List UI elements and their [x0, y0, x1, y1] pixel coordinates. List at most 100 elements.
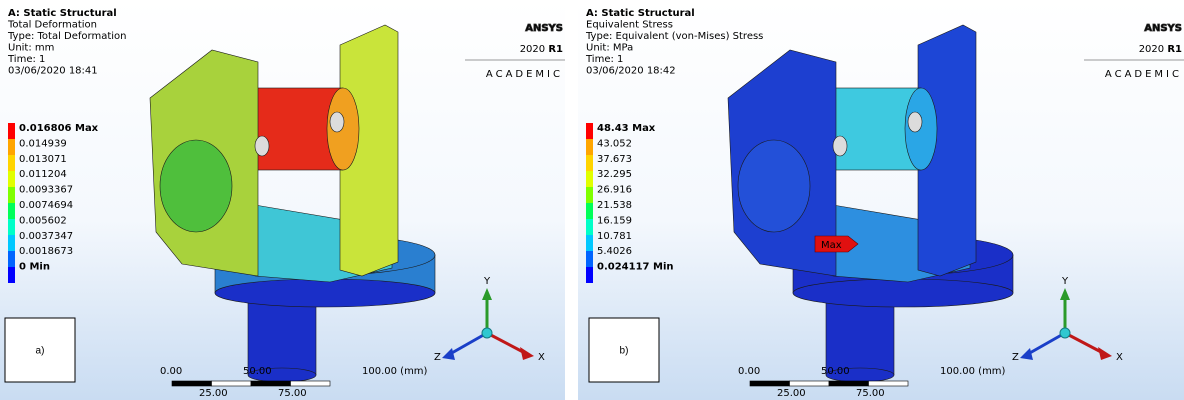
legend-label: 0 Min — [19, 262, 50, 273]
legend-label: 10.781 — [597, 231, 632, 242]
pin-hole — [330, 112, 344, 132]
triad-z-label: Z — [434, 352, 441, 363]
panel-label: b) — [620, 346, 629, 357]
left-boss — [160, 140, 232, 232]
legend-swatch — [586, 219, 593, 235]
scale-label: 0.00 — [160, 366, 182, 377]
header-line: Time: 1 — [585, 54, 623, 65]
legend-label: 0.0074694 — [19, 200, 73, 211]
scale-segment — [869, 381, 909, 386]
legend-label: 48.43 Max — [597, 123, 656, 134]
pin-hole — [908, 112, 922, 132]
scale-label: 0.00 — [738, 366, 760, 377]
legend-label: 5.4026 — [597, 246, 632, 257]
base-bottom — [215, 279, 435, 307]
header-line: Total Deformation — [7, 20, 97, 31]
scale-label: 25.00 — [199, 388, 228, 399]
triad-x-label: X — [538, 352, 545, 363]
legend-label: 21.538 — [597, 200, 632, 211]
scale-segment — [790, 381, 830, 386]
legend-swatch — [8, 187, 15, 203]
scale-segment — [172, 381, 212, 386]
legend-label: 0.0037347 — [19, 231, 73, 242]
legend-label: 32.295 — [597, 169, 632, 180]
logo-year: 2020 — [1139, 44, 1164, 55]
logo-version: 2020 R1 — [1139, 44, 1182, 55]
logo-brand: ANSYS — [525, 23, 563, 34]
legend-swatch — [586, 187, 593, 203]
logo-release: R1 — [548, 44, 563, 55]
scale-label: 100.00 (mm) — [362, 366, 428, 377]
logo-year: 2020 — [520, 44, 545, 55]
legend-label: 37.673 — [597, 154, 632, 165]
legend-swatch — [8, 267, 15, 283]
header-line: A: Static Structural — [586, 8, 695, 19]
legend-label: 0.005602 — [19, 215, 67, 226]
legend-swatch — [8, 123, 15, 139]
triad-origin — [1060, 328, 1070, 338]
scale-segment — [251, 381, 291, 386]
legend-label: 0.0093367 — [19, 185, 73, 196]
panel: A: Static StructuralEquivalent StressTyp… — [578, 0, 1184, 400]
figure: A: Static StructuralTotal DeformationTyp… — [0, 0, 1184, 400]
pin-hole — [255, 136, 269, 156]
logo-edition: ACADEMIC — [486, 69, 563, 80]
logo-version: 2020 R1 — [520, 44, 563, 55]
legend-swatch — [586, 203, 593, 219]
scale-label: 100.00 (mm) — [940, 366, 1006, 377]
legend-label: 0.011204 — [19, 169, 67, 180]
header-line: Unit: mm — [8, 43, 54, 54]
left-boss — [738, 140, 810, 232]
legend-swatch — [8, 171, 15, 187]
legend-label: 26.916 — [597, 185, 632, 196]
scale-label: 25.00 — [777, 388, 806, 399]
legend-label: 16.159 — [597, 215, 632, 226]
header-line: Type: Equivalent (von-Mises) Stress — [585, 31, 763, 42]
legend-label: 0.013071 — [19, 154, 67, 165]
scale-segment — [750, 381, 790, 386]
triad-x-label: X — [1116, 352, 1123, 363]
header-line: Unit: MPa — [586, 43, 633, 54]
legend-swatch — [586, 123, 593, 139]
legend-swatch — [586, 171, 593, 187]
triad-z-label: Z — [1012, 352, 1019, 363]
triad-origin — [482, 328, 492, 338]
legend-label: 0.014939 — [19, 138, 67, 149]
max-marker-label: Max — [821, 240, 842, 251]
legend-swatch — [8, 203, 15, 219]
header-line: Time: 1 — [7, 54, 45, 65]
logo-edition: ACADEMIC — [1105, 69, 1182, 80]
legend-label: 0.016806 Max — [19, 123, 99, 134]
legend-swatch — [8, 219, 15, 235]
legend-swatch — [586, 139, 593, 155]
legend-swatch — [586, 267, 593, 283]
pin-hole — [833, 136, 847, 156]
header-line: A: Static Structural — [8, 8, 117, 19]
triad-y-label: Y — [483, 276, 491, 287]
logo-brand: ANSYS — [1144, 23, 1182, 34]
header-line: Type: Total Deformation — [7, 31, 127, 42]
header-line: 03/06/2020 18:41 — [8, 66, 98, 77]
legend-swatch — [586, 235, 593, 251]
scale-segment — [829, 381, 869, 386]
legend-label: 43.052 — [597, 138, 632, 149]
legend-label: 0.024117 Min — [597, 262, 673, 273]
logo-release: R1 — [1167, 44, 1182, 55]
scale-label: 75.00 — [856, 388, 885, 399]
scale-segment — [212, 381, 252, 386]
header-line: Equivalent Stress — [586, 20, 673, 31]
base-bottom — [793, 279, 1013, 307]
scale-label: 50.00 — [821, 366, 850, 377]
legend-swatch — [586, 155, 593, 171]
panel-label: a) — [36, 346, 45, 357]
legend-swatch — [8, 251, 15, 267]
scale-label: 75.00 — [278, 388, 307, 399]
legend-swatch — [586, 251, 593, 267]
scale-segment — [291, 381, 331, 386]
scale-label: 50.00 — [243, 366, 272, 377]
legend-swatch — [8, 235, 15, 251]
legend-label: 0.0018673 — [19, 246, 73, 257]
triad-y-label: Y — [1061, 276, 1069, 287]
legend-swatch — [8, 155, 15, 171]
